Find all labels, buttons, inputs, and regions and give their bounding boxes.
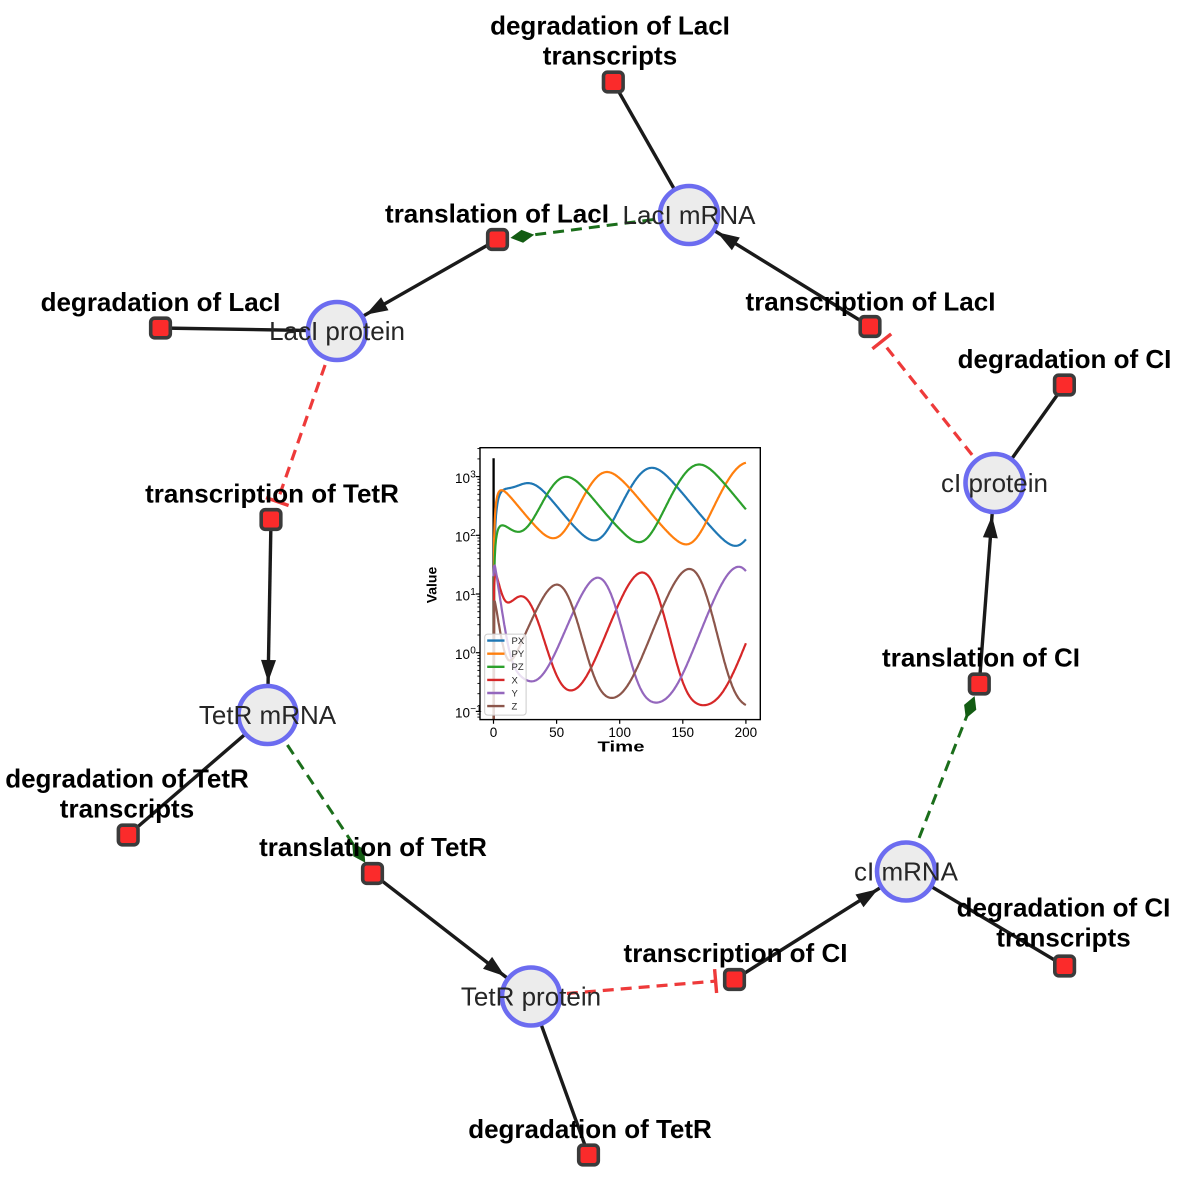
svg-text:degradation of LacI: degradation of LacI [41,287,281,317]
svg-text:Z: Z [512,702,518,713]
svg-text:−1: −1 [470,704,482,715]
svg-text:10: 10 [455,530,470,545]
svg-text:translation of LacI: translation of LacI [385,199,609,229]
svg-text:3: 3 [470,469,476,480]
svg-text:150: 150 [672,725,695,740]
svg-text:PZ: PZ [512,662,524,673]
svg-text:200: 200 [735,725,758,740]
svg-text:1: 1 [470,587,476,598]
svg-text:Time: Time [598,739,645,756]
svg-text:translation of TetR: translation of TetR [259,832,487,862]
svg-text:cI protein: cI protein [941,468,1048,498]
svg-text:10: 10 [455,588,470,603]
svg-text:transcripts: transcripts [996,923,1130,953]
svg-text:PX: PX [512,636,525,647]
svg-text:transcription of CI: transcription of CI [624,938,848,968]
svg-text:degradation of TetR: degradation of TetR [468,1114,712,1144]
svg-text:cI mRNA: cI mRNA [854,857,959,887]
svg-text:10: 10 [455,706,470,721]
svg-text:degradation of LacI: degradation of LacI [490,11,730,41]
svg-text:TetR mRNA: TetR mRNA [199,700,337,730]
svg-text:PY: PY [512,649,525,660]
svg-text:transcripts: transcripts [543,41,677,71]
svg-text:LacI protein: LacI protein [269,316,405,346]
svg-text:X: X [512,675,519,686]
svg-text:degradation of TetR: degradation of TetR [5,764,249,794]
svg-text:10: 10 [455,471,470,486]
svg-text:2: 2 [470,528,476,539]
svg-text:transcription of TetR: transcription of TetR [145,479,399,509]
svg-text:0: 0 [470,646,476,657]
svg-text:10: 10 [455,647,470,662]
svg-text:degradation of CI: degradation of CI [958,344,1172,374]
svg-text:LacI mRNA: LacI mRNA [623,200,757,230]
svg-text:Y: Y [512,688,519,699]
svg-text:TetR protein: TetR protein [461,982,601,1012]
svg-text:degradation of CI: degradation of CI [957,893,1171,923]
svg-text:transcripts: transcripts [60,794,194,824]
svg-text:50: 50 [549,725,564,740]
svg-text:100: 100 [608,725,631,740]
svg-text:transcription of LacI: transcription of LacI [746,287,996,317]
svg-text:Value: Value [424,567,440,604]
svg-text:0: 0 [490,725,498,740]
svg-text:translation of CI: translation of CI [882,643,1080,673]
